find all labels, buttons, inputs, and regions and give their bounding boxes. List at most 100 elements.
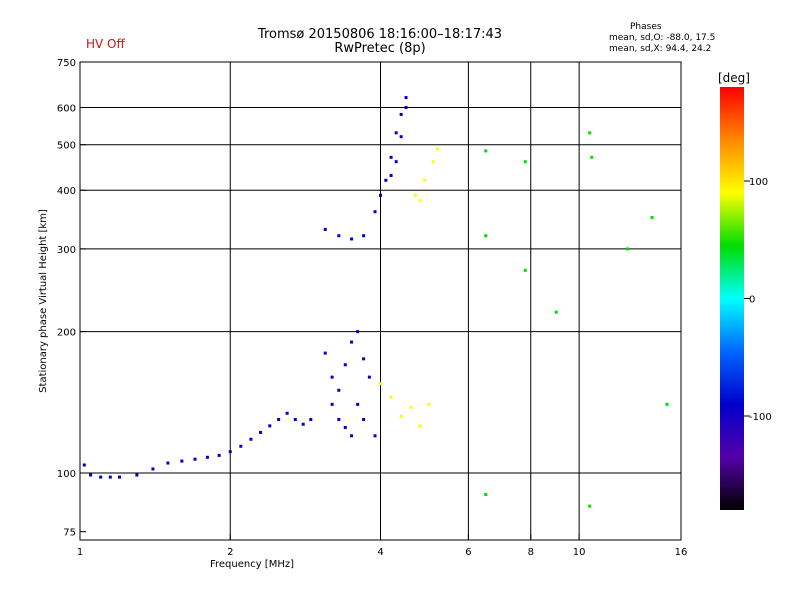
data-point (523, 268, 527, 272)
chart-title: Tromsø 20150806 18:16:00–18:17:43 (257, 27, 503, 42)
colorbar-tick-label: 0 (749, 295, 755, 306)
data-point (362, 417, 366, 421)
data-point (389, 155, 393, 159)
ticks-layer: 1 2 4 6 8 10 16 75 100 200 300 400 500 600 750 (57, 58, 687, 558)
data-point (135, 473, 139, 477)
data-point (394, 160, 398, 164)
data-point (373, 210, 377, 214)
colorbar-label: [deg] (718, 71, 750, 85)
hv-status: HV Off (86, 37, 125, 51)
data-point (166, 461, 170, 465)
data-point (330, 375, 334, 379)
data-point (650, 215, 654, 219)
data-point (343, 363, 347, 367)
data-point (217, 453, 221, 457)
data-point (373, 434, 377, 438)
colorbar-tick-label: 100 (749, 177, 768, 188)
data-point (665, 402, 669, 406)
colorbar-tick-label: -100 (749, 412, 772, 423)
data-point (301, 422, 305, 426)
data-point (309, 417, 313, 421)
data-point (399, 112, 403, 116)
x-axis-label: Frequency [MHz] (210, 559, 294, 570)
x-tick-label: 6 (465, 547, 471, 558)
data-point (330, 402, 334, 406)
phase-legend-title: Phases (630, 22, 662, 32)
data-point (249, 437, 253, 441)
data-point (350, 340, 354, 344)
data-point (239, 444, 243, 448)
data-point (588, 131, 592, 135)
data-point (180, 459, 184, 463)
data-point (379, 382, 382, 386)
data-point (427, 402, 431, 406)
data-point (350, 434, 354, 438)
x-tick-label: 1 (77, 547, 83, 558)
data-point (389, 173, 393, 177)
y-tick-label: 400 (57, 186, 76, 197)
data-point (343, 425, 347, 429)
phase-stats-x: mean, sd,X: 94.4, 24.2 (609, 44, 712, 54)
points-layer (82, 96, 669, 508)
data-point (356, 402, 360, 406)
data-point (323, 227, 327, 231)
data-point (399, 414, 403, 418)
data-point (362, 357, 366, 361)
data-point (523, 160, 527, 164)
data-point (484, 234, 488, 238)
y-tick-label: 600 (57, 104, 76, 115)
data-point (285, 411, 289, 415)
chart-subtitle: RwPretec (8p) (334, 41, 426, 56)
data-point (337, 388, 341, 392)
data-point (293, 417, 297, 421)
y-axis-label: Stationary phase Virtual Height [km] (38, 209, 49, 393)
colorbar-fill (720, 87, 744, 510)
data-point (268, 424, 272, 428)
data-point (404, 96, 408, 100)
data-point (399, 135, 403, 139)
y-tick-label: 75 (63, 528, 76, 539)
data-point (590, 155, 594, 159)
data-point (350, 237, 354, 241)
x-tick-label: 2 (227, 547, 233, 558)
data-point (118, 475, 122, 479)
data-point (277, 417, 281, 421)
x-tick-label: 10 (573, 547, 586, 558)
y-tick-label: 750 (57, 58, 76, 69)
data-point (418, 424, 422, 428)
data-point (413, 193, 417, 197)
data-point (625, 247, 629, 251)
y-tick-label: 500 (57, 141, 76, 152)
data-point (554, 310, 558, 314)
y-tick-label: 100 (57, 469, 76, 480)
data-point (379, 193, 382, 197)
x-tick-label: 16 (675, 547, 688, 558)
data-point (389, 395, 393, 399)
phase-stats-o: mean, sd,O: -88.0, 17.5 (609, 33, 716, 43)
data-point (356, 330, 360, 334)
data-point (362, 234, 366, 238)
y-tick-label: 200 (57, 328, 76, 339)
data-point (151, 467, 155, 471)
colorbar: [deg] 100 0 -100 (718, 71, 772, 510)
data-point (384, 178, 388, 182)
data-point (367, 375, 371, 379)
data-point (193, 457, 197, 461)
data-point (89, 473, 93, 477)
data-point (259, 430, 263, 434)
data-point (484, 149, 488, 153)
data-point (422, 178, 426, 182)
data-point (337, 417, 341, 421)
data-point (394, 131, 398, 135)
x-tick-label: 4 (377, 547, 383, 558)
data-point (484, 492, 488, 496)
data-point (409, 405, 413, 409)
y-tick-label: 300 (57, 245, 76, 256)
data-point (323, 351, 327, 355)
data-point (228, 450, 232, 454)
data-point (404, 106, 408, 110)
data-point (99, 475, 103, 479)
data-point (431, 160, 435, 164)
data-point (108, 475, 112, 479)
